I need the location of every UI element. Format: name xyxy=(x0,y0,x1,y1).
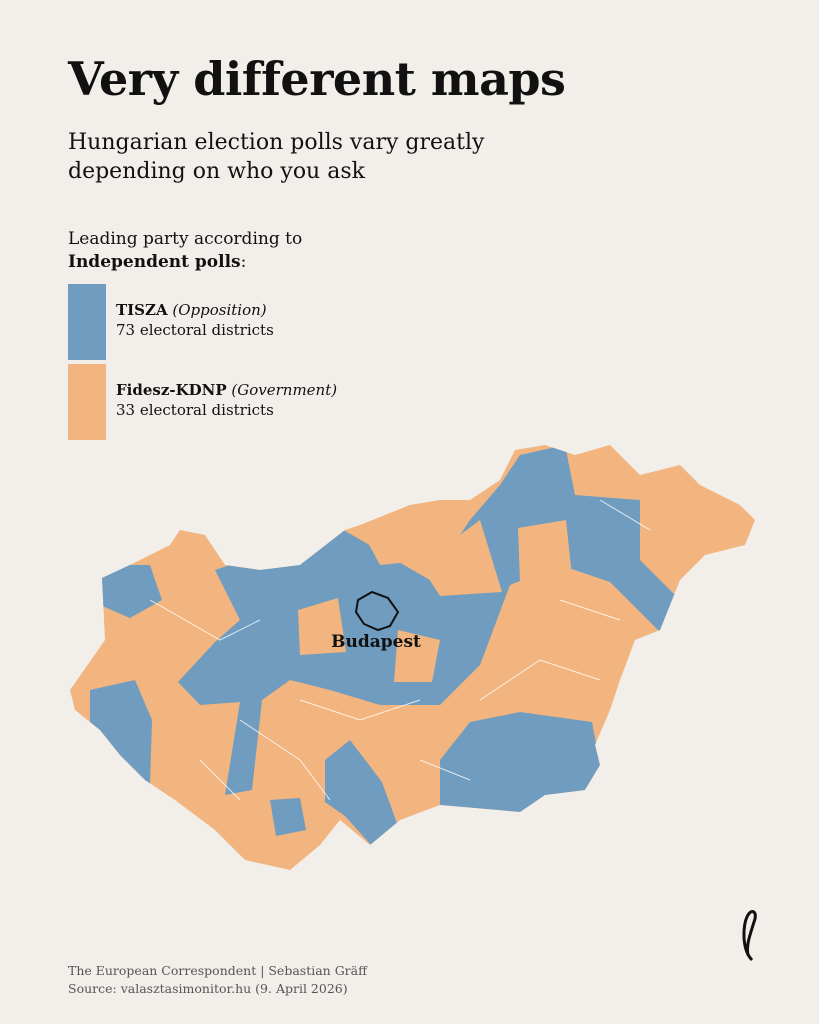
legend-text: Fidesz-KDNP (Government) 33 electoral dis… xyxy=(116,380,337,420)
district-gov xyxy=(394,630,440,682)
district-gov xyxy=(518,520,572,582)
subtitle: Hungarian election polls vary greatly dep… xyxy=(68,128,484,186)
legend-item: Fidesz-KDNP (Government) 33 electoral dis… xyxy=(68,364,368,440)
legend-party: TISZA xyxy=(116,301,168,319)
legend-party: Fidesz-KDNP xyxy=(116,381,227,399)
district-group-gov xyxy=(298,500,572,682)
legend-districts: 33 electoral districts xyxy=(116,401,274,419)
legend-role: (Government) xyxy=(231,381,338,399)
district-opp xyxy=(90,680,152,785)
legend-item: TISZA (Opposition) 73 electoral districts xyxy=(68,284,368,360)
legend-heading-bold: Independent polls xyxy=(68,252,241,272)
legend-swatch xyxy=(68,364,106,440)
legend-heading-suffix: : xyxy=(240,252,247,272)
legend-role: (Opposition) xyxy=(172,301,267,319)
legend-swatch xyxy=(68,284,106,360)
district-gov xyxy=(360,500,440,565)
legend-text: TISZA (Opposition) 73 electoral districts xyxy=(116,300,274,340)
subtitle-line: depending on who you ask xyxy=(68,159,365,184)
legend-heading-line: Leading party according to xyxy=(68,229,303,249)
legend-districts: 73 electoral districts xyxy=(116,321,274,339)
district-opp xyxy=(270,798,306,836)
title: Very different maps xyxy=(68,52,566,106)
footer: The European Correspondent | Sebastian G… xyxy=(68,962,367,998)
district-borders xyxy=(149,499,651,801)
district-gov xyxy=(420,520,502,596)
footer-line: The European Correspondent | Sebastian G… xyxy=(68,963,367,978)
map-label: Budapest xyxy=(331,632,421,652)
district-opp xyxy=(100,565,162,618)
district-opp xyxy=(440,712,600,812)
subtitle-line: Hungarian election polls vary greatly xyxy=(68,130,485,155)
budapest-outline xyxy=(354,590,400,632)
district-border xyxy=(149,499,651,801)
district-gov xyxy=(298,598,346,655)
district-opp xyxy=(325,740,398,846)
logo xyxy=(742,910,757,962)
legend-heading: Leading party according to Independent po… xyxy=(68,228,302,274)
footer-line: Source: valasztasimonitor.hu (9. April 2… xyxy=(68,981,348,996)
